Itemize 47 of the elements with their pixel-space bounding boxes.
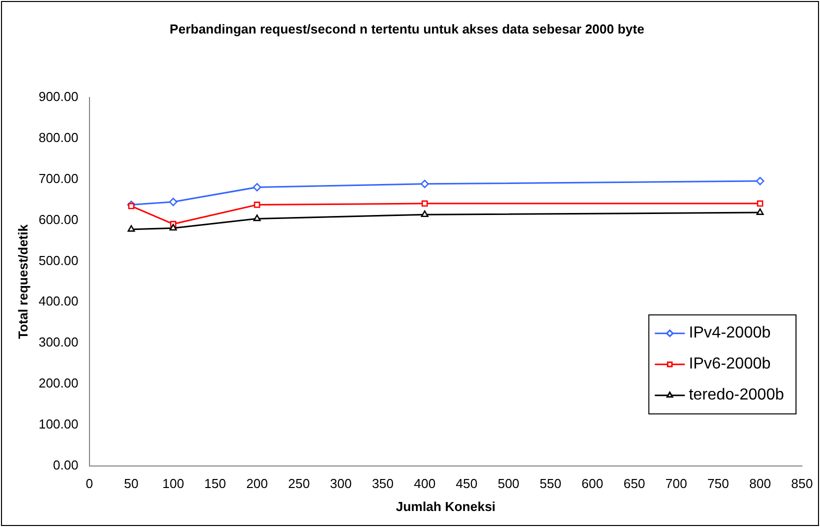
x-tick-label: 550	[540, 476, 562, 492]
y-tick-label: 300.00	[38, 334, 78, 350]
point	[756, 200, 764, 207]
y-tick-label: 400.00	[38, 294, 78, 309]
x-axis-title: Jumlah Koneksi	[396, 498, 496, 514]
point	[422, 200, 428, 207]
x-tick-label: 250	[288, 476, 310, 492]
point	[253, 214, 261, 222]
y-tick-label: 700.00	[38, 171, 78, 186]
y-tick-label: 500.00	[38, 252, 78, 268]
point	[756, 208, 764, 215]
point	[421, 210, 428, 218]
chart-title: Perbandingan request/second n tertentu untuk akses data sebesar 2000 byte	[170, 21, 644, 36]
x-tick-label: 0	[86, 476, 93, 492]
point	[252, 183, 262, 192]
legend-label: IPv4-2000b	[688, 324, 771, 342]
x-tick-label: 600	[582, 476, 604, 492]
y-tick-label: 0.00	[53, 457, 78, 472]
x-tick-label: 650	[623, 476, 646, 492]
point	[756, 176, 764, 186]
x-tick-label: 750	[707, 476, 730, 492]
point	[254, 202, 260, 208]
x-tick-label: 700	[665, 476, 688, 492]
x-tick-label: 350	[372, 476, 394, 492]
x-tick-label: 500	[498, 476, 520, 492]
point	[170, 224, 177, 231]
y-tick-label: 800.00	[38, 130, 78, 146]
x-tick-label: 50	[124, 476, 139, 492]
y-tick-label: 600.00	[38, 212, 78, 227]
point	[128, 202, 134, 210]
x-tick-label: 150	[204, 476, 226, 492]
y-tick-label: 100.00	[38, 416, 78, 432]
y-tick-label: 200.00	[38, 376, 78, 391]
point	[169, 198, 178, 206]
x-tick-label: 100	[162, 476, 184, 492]
point	[420, 180, 429, 188]
x-tick-label: 400	[414, 476, 436, 492]
legend-label: IPv6-2000b	[688, 356, 771, 373]
y-tick-label: 900.00	[38, 89, 78, 104]
x-tick-label: 450	[456, 476, 478, 492]
y-axis-title: Total request/detik	[15, 224, 30, 340]
legend-label: teredo-2000b	[688, 386, 784, 404]
x-tick-label: 300	[330, 476, 352, 492]
x-tick-label: 850	[791, 476, 813, 492]
point	[128, 225, 135, 232]
x-tick-label: 200	[246, 476, 268, 492]
x-tick-label: 800	[749, 476, 771, 492]
